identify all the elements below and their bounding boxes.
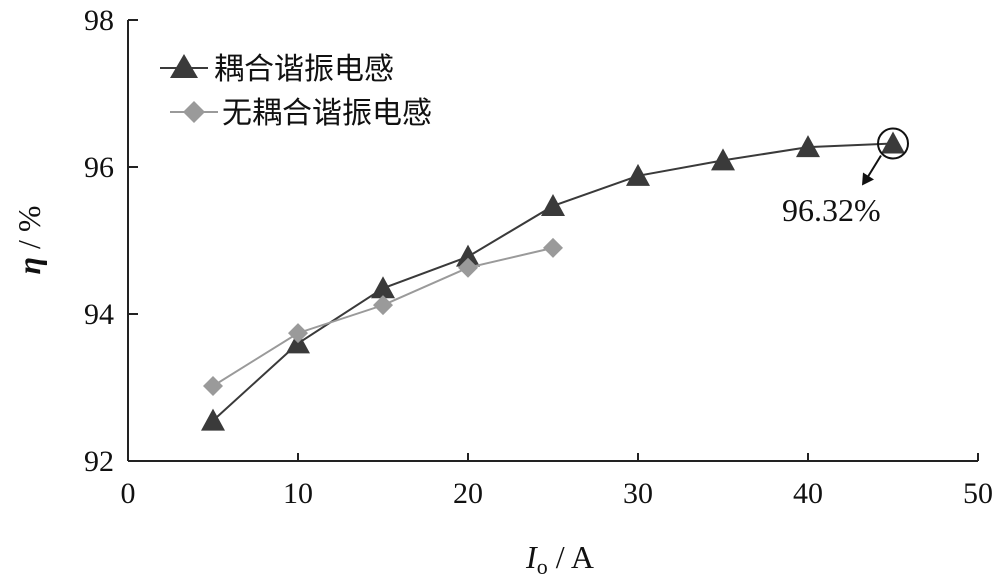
series-group <box>201 131 905 431</box>
legend-marker-diamond <box>183 101 205 123</box>
annotation-circle <box>877 127 909 160</box>
data-point-diamond <box>458 257 478 278</box>
data-point-triangle <box>541 193 565 216</box>
y-tick-label: 98 <box>84 4 114 37</box>
y-tick-label: 92 <box>84 445 114 478</box>
y-tick-label: 96 <box>84 151 114 184</box>
axes <box>127 20 978 462</box>
legend-label-coupled: 耦合谐振电感 <box>214 52 394 87</box>
legend-item-uncoupled: 无耦合谐振电感 <box>170 96 432 131</box>
annotation: 96.32% <box>782 127 909 228</box>
data-point-triangle <box>711 148 735 171</box>
x-tick-label: 30 <box>623 477 653 510</box>
data-point-triangle <box>201 408 225 431</box>
y-axis-unit: / % <box>11 205 47 257</box>
x-tick-label: 0 <box>121 477 136 510</box>
series-coupled <box>201 131 905 431</box>
data-point-triangle <box>881 131 905 154</box>
x-axis-symbol: I <box>525 539 538 575</box>
data-point-triangle <box>796 135 820 158</box>
x-axis-unit: / A <box>548 539 594 575</box>
x-tick-label: 40 <box>793 477 823 510</box>
x-axis-title: Io / A <box>525 539 594 579</box>
series-line <box>212 246 554 387</box>
data-point-diamond <box>203 376 223 397</box>
y-tick-label: 94 <box>84 298 114 331</box>
data-point-triangle <box>456 244 480 267</box>
data-point-diamond <box>373 295 393 316</box>
legend-label-uncoupled: 无耦合谐振电感 <box>222 96 432 131</box>
data-point-triangle <box>626 163 650 186</box>
legend-marker-triangle <box>170 54 198 78</box>
series-uncoupled <box>203 237 563 397</box>
data-point-triangle <box>371 276 395 299</box>
series-line <box>212 142 894 422</box>
annotation-label: 96.32% <box>782 192 881 228</box>
x-axis-subscript: o <box>537 554 548 579</box>
annotation-arrowhead <box>862 172 874 186</box>
x-tick-label: 20 <box>453 477 483 510</box>
x-tick-label: 10 <box>283 477 313 510</box>
ticks: 92 94 96 98 0 10 20 30 40 50 <box>84 4 993 510</box>
x-tick-label: 50 <box>963 477 993 510</box>
legend: 耦合谐振电感 无耦合谐振电感 <box>160 52 432 131</box>
y-axis-title: η / % <box>11 205 47 274</box>
data-point-diamond <box>543 237 563 258</box>
data-point-diamond <box>288 323 308 344</box>
legend-item-coupled: 耦合谐振电感 <box>160 52 394 87</box>
y-axis-symbol: η <box>11 257 47 275</box>
